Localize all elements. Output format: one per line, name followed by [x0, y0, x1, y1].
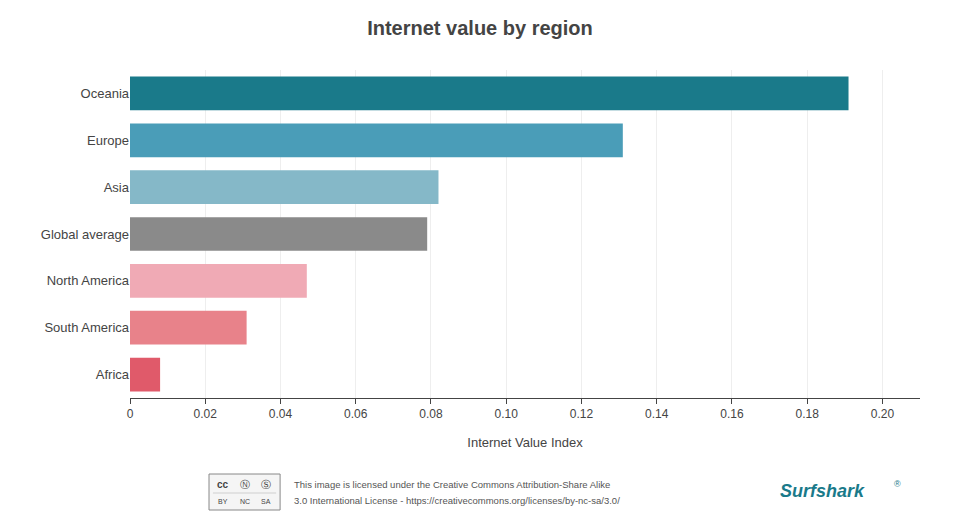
svg-text:3.0 International License - ht: 3.0 International License - https://crea…: [294, 495, 620, 506]
svg-text:0.20: 0.20: [871, 407, 895, 421]
svg-text:0.02: 0.02: [194, 407, 218, 421]
svg-text:Internet value by region: Internet value by region: [367, 17, 593, 39]
svg-text:0.10: 0.10: [495, 407, 519, 421]
svg-text:BY: BY: [218, 498, 228, 505]
svg-text:NC: NC: [240, 498, 250, 505]
svg-text:Global average: Global average: [41, 227, 129, 242]
svg-text:0.18: 0.18: [795, 407, 819, 421]
svg-text:Ⓢ: Ⓢ: [261, 479, 271, 490]
svg-text:This image is licensed under t: This image is licensed under the Creativ…: [294, 479, 610, 490]
svg-text:Ⓝ: Ⓝ: [240, 479, 250, 490]
svg-text:Africa: Africa: [96, 367, 130, 382]
svg-text:Oceania: Oceania: [81, 86, 130, 101]
svg-text:North America: North America: [47, 273, 130, 288]
svg-text:0.04: 0.04: [269, 407, 293, 421]
svg-text:Internet Value Index: Internet Value Index: [467, 435, 583, 450]
svg-text:®: ®: [894, 479, 901, 489]
svg-text:Surfshark: Surfshark: [780, 481, 865, 501]
svg-text:0.08: 0.08: [419, 407, 443, 421]
svg-text:0.16: 0.16: [720, 407, 744, 421]
svg-text:SA: SA: [261, 498, 271, 505]
svg-text:Europe: Europe: [87, 133, 129, 148]
svg-text:cc: cc: [217, 479, 229, 490]
svg-text:0.14: 0.14: [645, 407, 669, 421]
svg-text:Asia: Asia: [104, 180, 130, 195]
svg-text:0.06: 0.06: [344, 407, 368, 421]
svg-text:0.12: 0.12: [570, 407, 594, 421]
svg-text:0: 0: [127, 407, 134, 421]
svg-text:South America: South America: [44, 320, 129, 335]
